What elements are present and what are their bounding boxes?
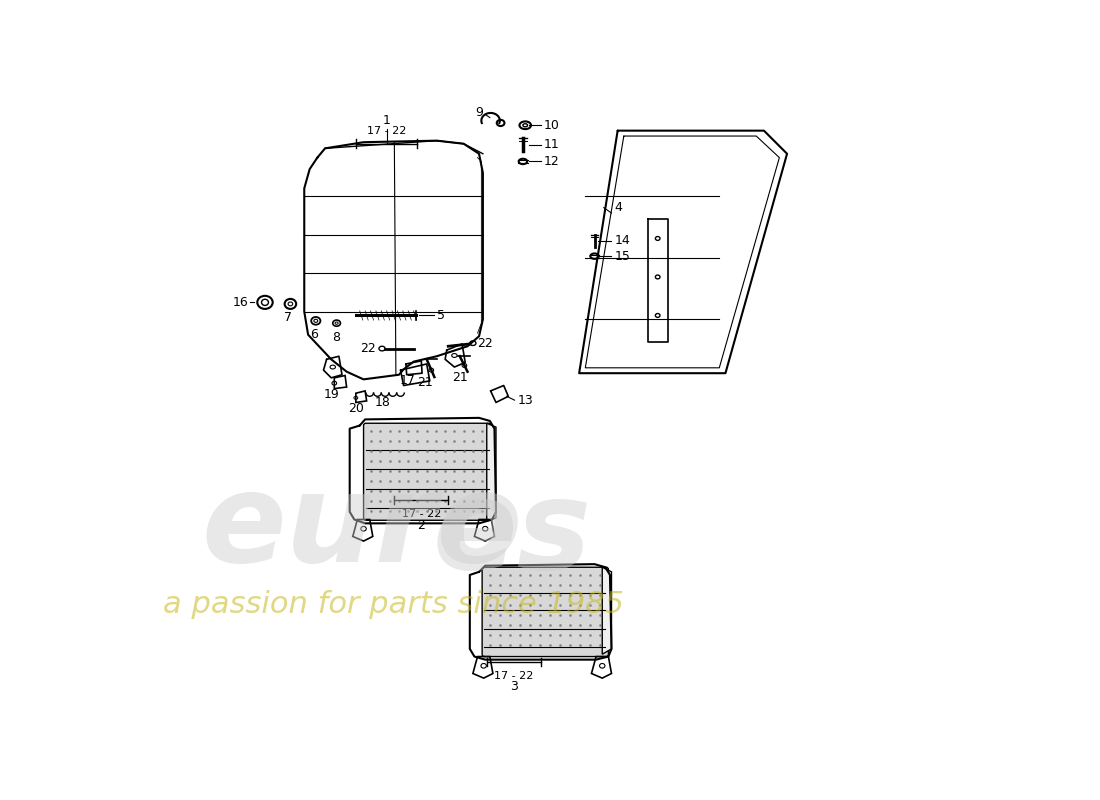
Text: 15: 15 xyxy=(615,250,630,262)
Polygon shape xyxy=(486,423,496,521)
Text: 20: 20 xyxy=(348,402,364,415)
Text: 17 - 22: 17 - 22 xyxy=(367,126,406,136)
Text: a passion for parts since 1985: a passion for parts since 1985 xyxy=(163,590,625,618)
Text: 22: 22 xyxy=(360,342,376,355)
Text: 8: 8 xyxy=(332,330,340,343)
Text: 7: 7 xyxy=(284,311,293,324)
Text: 19: 19 xyxy=(323,388,339,402)
Text: 17: 17 xyxy=(399,374,416,387)
Text: 17 - 22: 17 - 22 xyxy=(494,671,534,681)
Text: 5: 5 xyxy=(437,309,444,322)
Text: 16: 16 xyxy=(232,296,249,309)
Text: 1: 1 xyxy=(383,114,390,126)
Text: 12: 12 xyxy=(543,155,560,168)
Text: es: es xyxy=(433,474,592,595)
Text: 22: 22 xyxy=(477,337,493,350)
Text: 9: 9 xyxy=(475,106,483,119)
Text: 18: 18 xyxy=(375,396,390,409)
Text: 6: 6 xyxy=(310,328,318,341)
Text: 21: 21 xyxy=(452,370,468,383)
Text: 4: 4 xyxy=(615,201,623,214)
Text: 3: 3 xyxy=(509,681,518,694)
Text: 10: 10 xyxy=(543,118,560,132)
Polygon shape xyxy=(603,567,612,654)
Text: 13: 13 xyxy=(517,394,534,406)
Text: 11: 11 xyxy=(543,138,560,151)
Text: 21: 21 xyxy=(417,376,433,389)
Text: 17 - 22: 17 - 22 xyxy=(402,510,441,519)
FancyBboxPatch shape xyxy=(363,423,492,520)
Text: 14: 14 xyxy=(615,234,630,247)
FancyBboxPatch shape xyxy=(482,567,608,657)
Text: euro: euro xyxy=(202,466,524,588)
Text: 2: 2 xyxy=(417,518,426,532)
